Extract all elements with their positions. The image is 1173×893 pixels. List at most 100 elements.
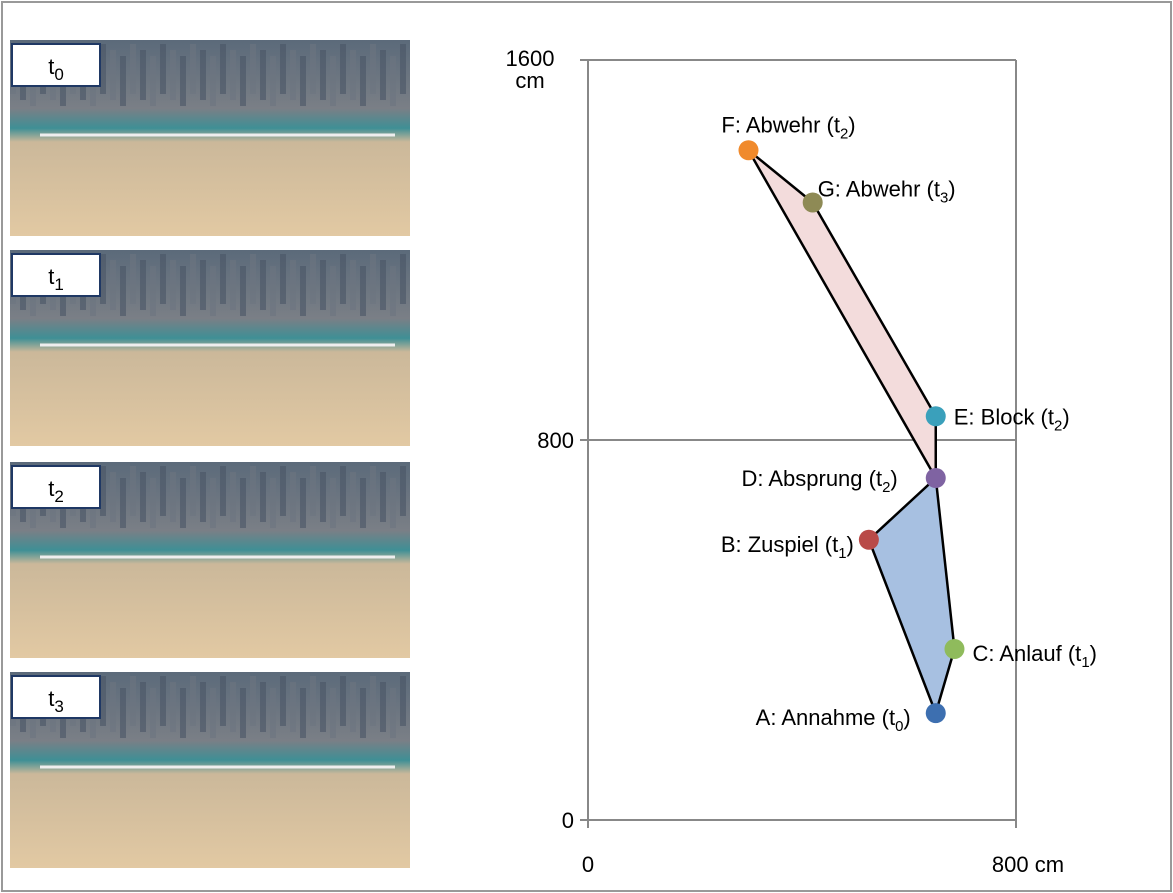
crowd	[250, 466, 256, 516]
crowd	[330, 688, 336, 738]
point-label: D: Absprung (t2)	[741, 466, 897, 496]
crowd	[300, 56, 306, 106]
crowd	[180, 56, 186, 106]
crowd	[210, 56, 216, 106]
crowd	[360, 266, 366, 316]
crowd	[240, 478, 246, 528]
label-subscript: 0	[895, 718, 903, 735]
crowd	[310, 466, 316, 516]
crowd	[390, 688, 396, 738]
crowd	[370, 676, 376, 726]
crowd	[240, 266, 246, 316]
label-main: D: Absprung (t	[741, 466, 882, 491]
crowd	[370, 44, 376, 94]
crowd	[360, 56, 366, 106]
x-tick-label: 800 cm	[992, 852, 1064, 877]
crowd	[310, 676, 316, 726]
label-main: G: Abwehr (t	[818, 177, 940, 202]
crowd	[210, 266, 216, 316]
crowd	[340, 44, 346, 94]
crowd	[130, 254, 136, 304]
crowd	[310, 44, 316, 94]
point-label: B: Zuspiel (t1)	[721, 532, 854, 562]
crowd	[320, 50, 326, 100]
label-tail: )	[848, 112, 855, 137]
crowd	[190, 676, 196, 726]
label-subscript: 1	[838, 545, 846, 562]
crowd	[190, 44, 196, 94]
point	[739, 140, 759, 160]
label-subscript: 2	[840, 125, 848, 142]
label-main: E: Block (t	[954, 404, 1054, 429]
figure: t0t1t2t308000800 cmA: Annahme (t0)B: Zus…	[0, 0, 1173, 893]
crowd	[210, 688, 216, 738]
crowd	[290, 682, 296, 732]
crowd	[250, 676, 256, 726]
crowd	[200, 472, 206, 522]
crowd	[380, 260, 386, 310]
label-tail: )	[903, 705, 910, 730]
crowd	[300, 688, 306, 738]
crowd	[390, 478, 396, 528]
crowd	[120, 478, 126, 528]
crowd	[120, 688, 126, 738]
point-label: G: Abwehr (t3)	[818, 177, 956, 207]
crowd	[290, 260, 296, 310]
crowd	[280, 676, 286, 726]
crowd	[290, 50, 296, 100]
crowd	[280, 254, 286, 304]
crowd	[170, 50, 176, 100]
crowd	[150, 56, 156, 106]
crowd	[240, 56, 246, 106]
label-subscript: 1	[1081, 654, 1089, 671]
y-tick-label: 800	[537, 428, 574, 453]
crowd	[230, 682, 236, 732]
label-tail: )	[948, 177, 955, 202]
crowd	[370, 254, 376, 304]
crowd	[170, 260, 176, 310]
crowd	[260, 50, 266, 100]
crowd	[400, 676, 406, 726]
crowd	[180, 266, 186, 316]
crowd	[280, 44, 286, 94]
label-tail: )	[1062, 404, 1069, 429]
label-subscript: 2	[882, 479, 890, 496]
label-subscript: 2	[1054, 417, 1062, 434]
crowd	[270, 478, 276, 528]
crowd	[250, 44, 256, 94]
crowd	[140, 260, 146, 310]
crowd	[350, 472, 356, 522]
crowd	[230, 50, 236, 100]
figure-canvas: t0t1t2t308000800 cmA: Annahme (t0)B: Zus…	[0, 0, 1173, 893]
point	[859, 530, 879, 550]
crowd	[320, 682, 326, 732]
crowd	[130, 44, 136, 94]
crowd	[400, 254, 406, 304]
crowd	[220, 466, 226, 516]
label-tail: )	[1090, 641, 1097, 666]
point	[926, 703, 946, 723]
crowd	[300, 266, 306, 316]
crowd	[110, 260, 116, 310]
crowd	[340, 466, 346, 516]
crowd	[190, 254, 196, 304]
crowd	[270, 266, 276, 316]
crowd	[140, 682, 146, 732]
crowd	[350, 50, 356, 100]
crowd	[110, 682, 116, 732]
point	[926, 406, 946, 426]
crowd	[400, 44, 406, 94]
crowd	[110, 472, 116, 522]
label-main: A: Annahme (t	[756, 705, 895, 730]
x-tick-label: 0	[582, 852, 594, 877]
crowd	[230, 260, 236, 310]
crowd	[310, 254, 316, 304]
crowd	[220, 254, 226, 304]
crowd	[340, 676, 346, 726]
crowd	[200, 50, 206, 100]
label-subscript: 1	[54, 275, 63, 294]
crowd	[260, 472, 266, 522]
point	[926, 468, 946, 488]
crowd	[400, 466, 406, 516]
crowd	[390, 56, 396, 106]
